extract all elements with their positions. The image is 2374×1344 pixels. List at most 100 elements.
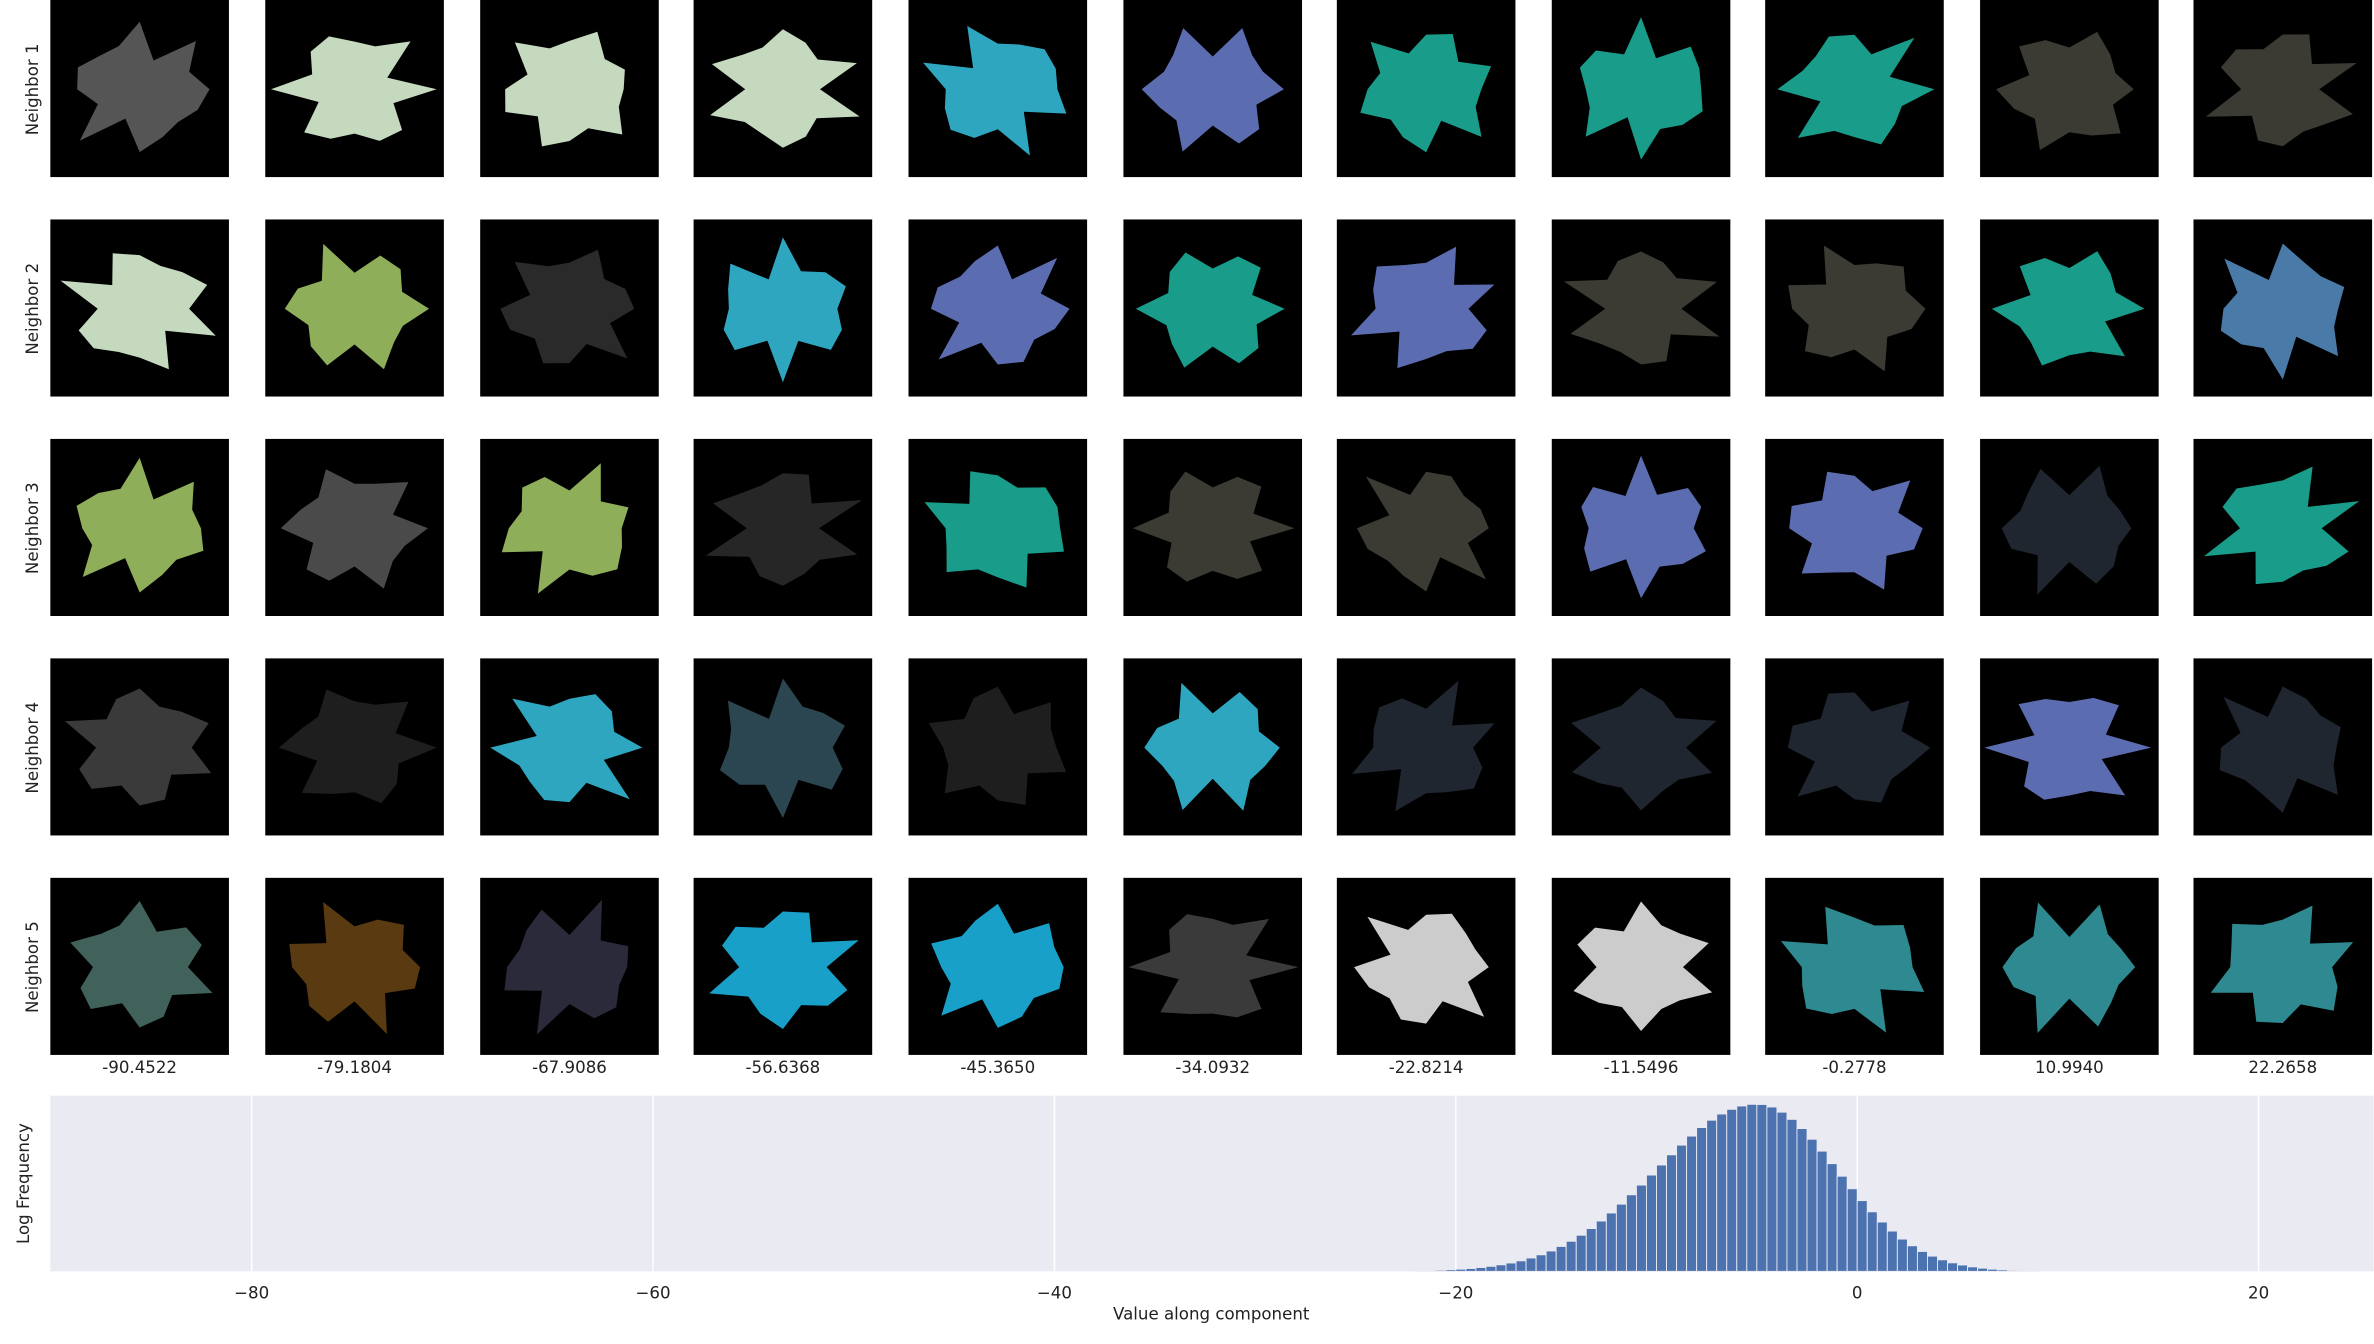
segment-blob xyxy=(490,694,643,803)
histogram-bar xyxy=(2017,1270,2029,1272)
histogram-bar xyxy=(1906,1245,1918,1272)
x-axis-label: Value along component xyxy=(1113,1305,1310,1324)
histogram-bar xyxy=(1686,1135,1698,1272)
segment-blob xyxy=(923,26,1067,156)
column-label: 10.9940 xyxy=(2035,1058,2104,1077)
histogram-bar xyxy=(1555,1245,1567,1272)
segment-blob xyxy=(501,463,629,594)
segment-blob xyxy=(1789,471,1923,590)
x-tick-label: 20 xyxy=(2248,1284,2269,1303)
histogram-bar xyxy=(1565,1240,1577,1272)
column-label: -11.5496 xyxy=(1604,1058,1679,1077)
histogram-bar xyxy=(1595,1220,1607,1272)
histogram-bar xyxy=(1535,1254,1547,1272)
row-label: Neighbor 4 xyxy=(23,702,42,794)
histogram-bar xyxy=(1896,1238,1908,1272)
segment-blob xyxy=(1571,687,1717,811)
histogram-bar xyxy=(1726,1108,1738,1272)
histogram-bar xyxy=(1615,1203,1627,1272)
segment-blob xyxy=(928,686,1067,805)
segment-blob xyxy=(1132,471,1295,582)
segment-blob xyxy=(2203,466,2360,585)
histogram-bar xyxy=(1997,1269,2009,1272)
segment-blob xyxy=(1563,251,1720,365)
histogram-bar xyxy=(1846,1188,1858,1272)
x-tick-label: −20 xyxy=(1438,1284,1473,1303)
segment-blob xyxy=(65,688,212,806)
histogram-bar xyxy=(1776,1111,1788,1272)
histogram-bar xyxy=(1826,1163,1838,1272)
segment-blob xyxy=(77,21,210,153)
histogram-bar xyxy=(1937,1259,1948,1272)
column-label: -90.4522 xyxy=(102,1058,177,1077)
histogram-bar xyxy=(1435,1269,1447,1272)
histogram-bar xyxy=(1625,1194,1637,1272)
histogram-bar xyxy=(1766,1106,1778,1272)
segment-blob xyxy=(719,678,845,819)
x-tick-label: −40 xyxy=(1037,1284,1072,1303)
segment-blob xyxy=(1128,914,1299,1018)
segment-blob xyxy=(500,249,635,364)
segment-blob xyxy=(924,471,1064,588)
segment-blob xyxy=(1144,682,1280,811)
histogram-bar xyxy=(1806,1138,1818,1272)
histogram-bar xyxy=(1676,1144,1688,1272)
histogram-bar xyxy=(1786,1118,1798,1272)
histogram-bar xyxy=(1836,1175,1848,1272)
segment-blob xyxy=(930,245,1070,365)
histogram-bar xyxy=(1947,1262,1959,1272)
histogram-bar xyxy=(1485,1265,1497,1272)
histogram-bar xyxy=(1816,1150,1828,1272)
segment-blob xyxy=(705,473,863,586)
y-axis-label: Log Frequency xyxy=(14,1123,33,1244)
segment-blob xyxy=(278,689,437,804)
histogram-bar xyxy=(1886,1230,1898,1272)
histogram-bar xyxy=(1475,1267,1487,1272)
segment-blob xyxy=(1581,455,1706,599)
histogram-bar xyxy=(1916,1250,1928,1272)
segment-blob xyxy=(1787,692,1931,803)
segment-blob xyxy=(2002,902,2136,1033)
segment-blob xyxy=(2205,34,2357,147)
histogram-bar xyxy=(1515,1260,1527,1272)
segment-blob xyxy=(76,457,204,593)
histogram-bar xyxy=(1575,1234,1587,1272)
column-label: -34.0932 xyxy=(1175,1058,1250,1077)
segment-blob xyxy=(723,237,846,383)
segment-blob xyxy=(1352,680,1495,812)
segment-blob xyxy=(2220,243,2345,380)
segment-blob xyxy=(504,899,629,1035)
x-tick-label: −60 xyxy=(635,1284,670,1303)
histogram-bar xyxy=(1445,1269,1457,1272)
segment-blob xyxy=(1573,901,1713,1032)
segment-blob xyxy=(2001,465,2132,595)
column-label: -22.8214 xyxy=(1389,1058,1464,1077)
segment-blob xyxy=(1780,906,1925,1033)
histogram-bar xyxy=(1796,1128,1808,1272)
histogram-bar xyxy=(1465,1268,1477,1272)
column-label: 22.2658 xyxy=(2248,1058,2317,1077)
segment-blob xyxy=(709,911,859,1030)
segment-blob xyxy=(1360,34,1492,153)
histogram-bar xyxy=(1505,1262,1517,1272)
histogram-bar xyxy=(1957,1264,1969,1272)
histogram-bar xyxy=(1967,1266,1979,1272)
segment-blob xyxy=(1788,245,1926,372)
segment-blob xyxy=(1777,34,1935,145)
histogram-bar xyxy=(1866,1211,1878,1272)
segment-blob xyxy=(1991,251,2145,366)
histogram-bar xyxy=(1585,1228,1597,1272)
histogram-bar xyxy=(2007,1269,2019,1272)
segment-blob xyxy=(1135,252,1285,368)
segment-blob xyxy=(70,900,213,1028)
histogram-bar xyxy=(1425,1270,1437,1272)
row-label: Neighbor 2 xyxy=(23,263,42,355)
histogram-bar xyxy=(1666,1154,1678,1272)
histogram-bar xyxy=(1706,1119,1718,1272)
histogram-bar xyxy=(1635,1184,1647,1272)
segment-blob xyxy=(280,469,428,589)
segment-blob xyxy=(505,31,625,147)
segment-blob xyxy=(2219,686,2341,813)
